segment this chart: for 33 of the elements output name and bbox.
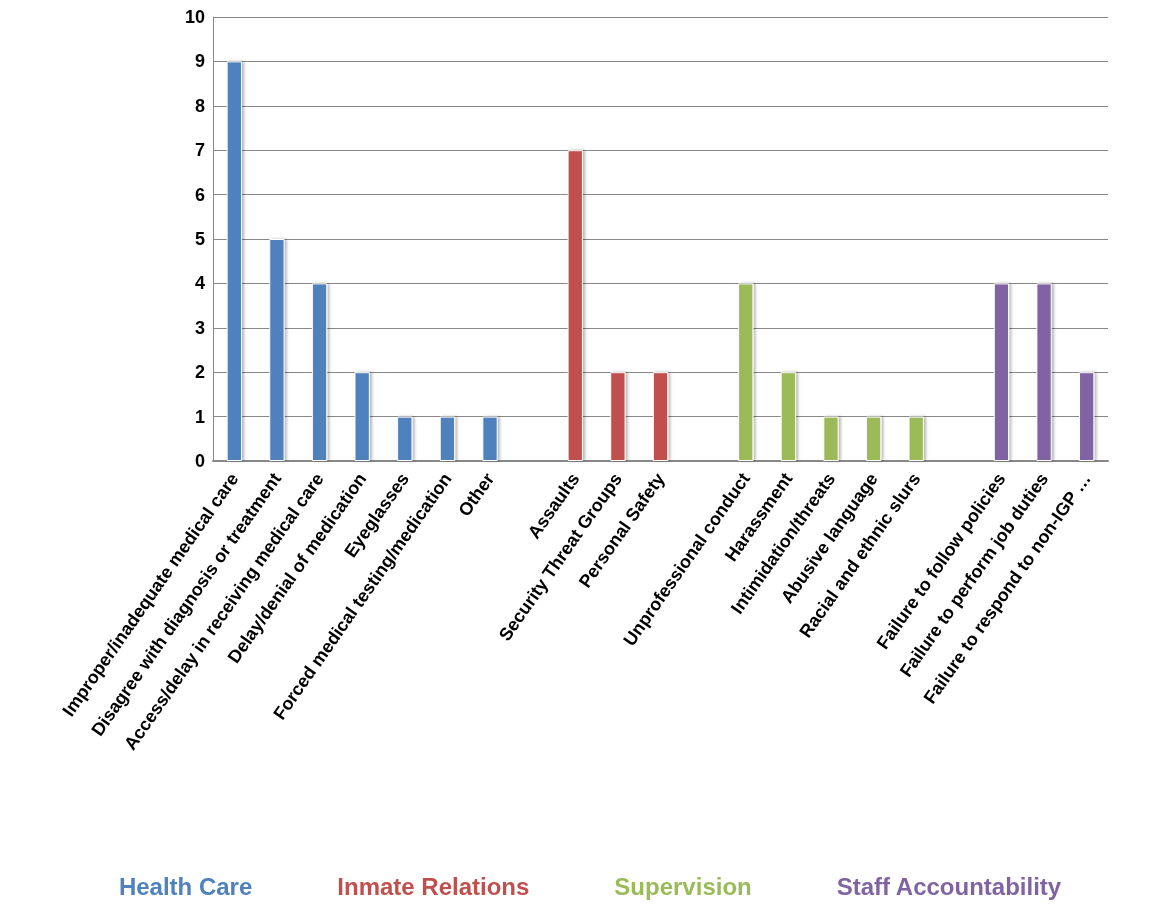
bar bbox=[908, 416, 924, 461]
y-tick-label: 10 bbox=[184, 7, 205, 27]
bar bbox=[1036, 283, 1052, 461]
text: Staff Accountability bbox=[836, 872, 1062, 900]
bar bbox=[823, 416, 839, 461]
y-tick-label: 5 bbox=[194, 229, 205, 249]
y-tick-label: 0 bbox=[194, 451, 205, 471]
y-tick-label: 7 bbox=[194, 140, 205, 161]
y-tick-label: 9 bbox=[194, 51, 205, 72]
bar bbox=[780, 372, 797, 461]
bar bbox=[439, 416, 456, 461]
bar bbox=[865, 416, 882, 461]
y-tick-label: 2 bbox=[194, 362, 205, 383]
bar bbox=[397, 416, 413, 461]
bar bbox=[354, 372, 370, 461]
bar bbox=[652, 372, 669, 461]
bar bbox=[269, 239, 285, 461]
bar bbox=[993, 283, 1010, 461]
bar bbox=[738, 283, 754, 461]
bar bbox=[311, 283, 328, 461]
bar bbox=[482, 416, 498, 461]
y-tick-label: 3 bbox=[194, 317, 205, 338]
y-tick-label: 6 bbox=[194, 184, 205, 205]
y-tick-label: 4 bbox=[194, 273, 205, 294]
text: Health Care bbox=[118, 872, 253, 900]
bar bbox=[610, 372, 626, 461]
bar bbox=[1079, 372, 1095, 461]
y-tick-label: 8 bbox=[194, 95, 205, 116]
text: Inmate Relations bbox=[337, 872, 530, 900]
bar bbox=[567, 150, 583, 461]
y-tick-label: 1 bbox=[194, 406, 205, 427]
text: Supervision bbox=[614, 872, 752, 900]
bar bbox=[226, 61, 242, 461]
